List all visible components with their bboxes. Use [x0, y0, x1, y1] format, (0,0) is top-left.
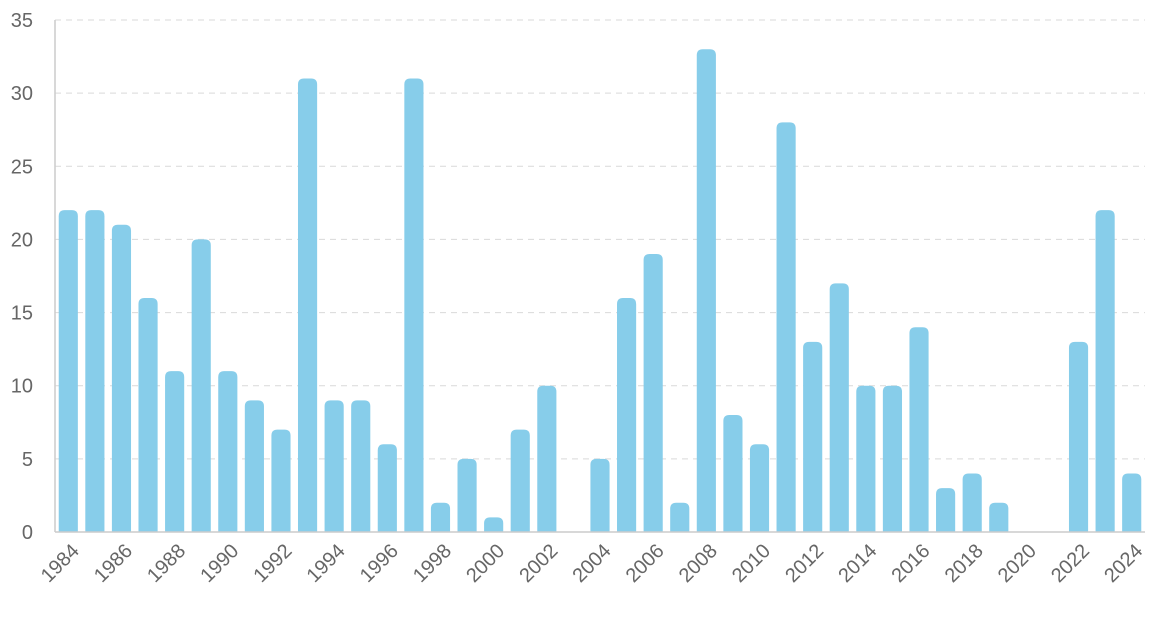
- x-tick-label: 2008: [675, 540, 722, 587]
- x-tick-label: 2000: [462, 540, 509, 587]
- x-tick-label: 1996: [356, 540, 403, 587]
- x-tick-label: 1994: [303, 540, 350, 587]
- bar-2018: [962, 473, 982, 532]
- x-tick-label: 2006: [622, 540, 669, 587]
- x-tick-label: 1984: [37, 540, 84, 587]
- bar-1993: [297, 78, 318, 532]
- bar-2019: [989, 502, 1009, 532]
- y-tick-label: 30: [11, 83, 33, 105]
- bar-2011: [776, 122, 796, 533]
- x-tick-label: 1992: [249, 540, 296, 587]
- axes: [54, 20, 1145, 533]
- x-tick-label: 2024: [1100, 540, 1147, 587]
- y-tick-label: 0: [22, 522, 33, 544]
- bar-2004: [590, 458, 610, 532]
- x-tick-label: 2016: [888, 540, 935, 587]
- bar-1999: [457, 458, 477, 532]
- bar-1989: [191, 239, 211, 532]
- bar-2007: [670, 502, 690, 532]
- bar-1987: [138, 297, 158, 532]
- bar-2008: [696, 49, 716, 532]
- bar-1996: [377, 444, 397, 532]
- bar-1990: [218, 371, 238, 532]
- bar-2013: [829, 283, 849, 532]
- y-tick-label: 5: [22, 449, 33, 471]
- bar-1988: [165, 371, 185, 532]
- bar-2014: [856, 385, 876, 532]
- bar-2009: [723, 414, 743, 532]
- y-tick-label: 20: [11, 229, 33, 251]
- y-tick-label: 10: [11, 376, 33, 398]
- x-tick-label: 2004: [569, 540, 616, 587]
- y-axis-ticks: 0 5 10 15 20 25 30 35: [11, 10, 33, 544]
- bars: [58, 49, 1142, 533]
- x-tick-label: 2020: [994, 540, 1041, 587]
- bar-1984: [58, 210, 78, 532]
- bar-2001: [510, 429, 530, 532]
- bar-1986: [111, 224, 132, 533]
- bar-1985: [85, 210, 105, 532]
- bar-2024: [1122, 473, 1142, 532]
- bar-2005: [617, 297, 637, 532]
- x-tick-label: 1986: [90, 540, 137, 587]
- bar-2017: [936, 488, 956, 532]
- y-tick-label: 25: [11, 156, 33, 178]
- bar-2000: [484, 517, 504, 532]
- x-tick-label: 2012: [781, 540, 828, 587]
- x-tick-label: 2002: [515, 540, 562, 587]
- x-tick-label: 1990: [196, 540, 243, 587]
- x-tick-label: 2014: [834, 540, 881, 587]
- y-tick-label: 35: [11, 10, 33, 32]
- bar-1992: [271, 429, 291, 532]
- x-tick-label: 2018: [941, 540, 988, 587]
- bar-1994: [324, 400, 344, 532]
- bar-2016: [909, 327, 929, 532]
- x-tick-label: 2010: [728, 540, 775, 587]
- bar-2002: [537, 385, 557, 532]
- x-tick-label: 1988: [143, 540, 190, 587]
- bar-1995: [351, 400, 371, 532]
- bar-2023: [1095, 210, 1115, 532]
- y-tick-label: 15: [11, 303, 33, 325]
- bar-2012: [803, 341, 823, 532]
- bar-1997: [404, 78, 424, 532]
- x-tick-label: 1998: [409, 540, 456, 587]
- bar-2006: [643, 254, 663, 533]
- bar-1998: [430, 502, 451, 532]
- x-tick-label: 2022: [1047, 540, 1094, 587]
- bar-2022: [1068, 341, 1089, 532]
- x-axis-ticks: 1984 1986 1988 1990 1992 1994 1996 1998 2000 2002…: [37, 540, 1147, 587]
- bar-2010: [749, 444, 770, 532]
- bar-1991: [244, 400, 264, 532]
- bar-2015: [882, 385, 903, 532]
